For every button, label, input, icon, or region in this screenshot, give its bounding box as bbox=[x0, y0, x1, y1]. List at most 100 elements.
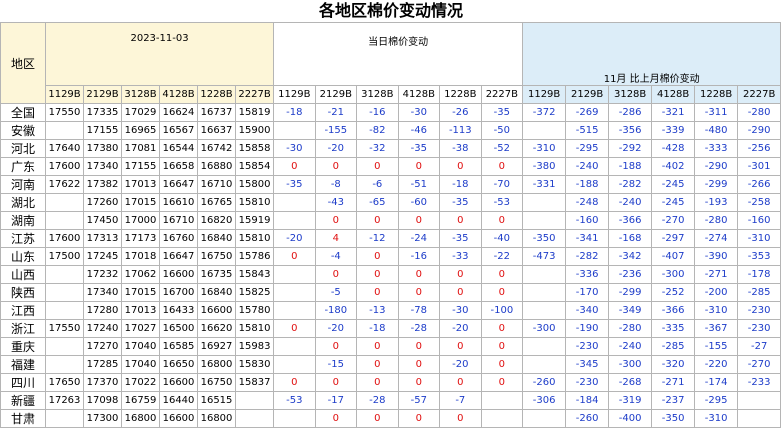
change: -178 bbox=[737, 265, 782, 284]
change: -285 bbox=[737, 283, 782, 302]
price: 16567 bbox=[159, 121, 198, 140]
price: 16440 bbox=[159, 391, 198, 410]
column-header: 1129B bbox=[273, 85, 316, 104]
change: -188 bbox=[608, 157, 653, 176]
change: -18 bbox=[356, 319, 399, 338]
change bbox=[522, 211, 567, 230]
change: 0 bbox=[314, 337, 358, 356]
column-header: 2227B bbox=[737, 85, 782, 104]
price: 15810 bbox=[234, 193, 275, 212]
price: 16880 bbox=[197, 157, 236, 176]
change: -5 bbox=[314, 283, 358, 302]
price: 17240 bbox=[83, 319, 122, 338]
change: -180 bbox=[314, 301, 358, 320]
change: -18 bbox=[439, 175, 482, 194]
region: 新疆 bbox=[0, 391, 46, 410]
change: -320 bbox=[651, 355, 696, 374]
price: 17280 bbox=[83, 301, 122, 320]
change: 0 bbox=[480, 373, 524, 392]
change: -380 bbox=[522, 157, 567, 176]
change: -428 bbox=[651, 139, 696, 158]
change bbox=[522, 355, 567, 374]
price: 16840 bbox=[197, 229, 236, 248]
price: 17098 bbox=[83, 391, 122, 410]
price: 17313 bbox=[83, 229, 122, 248]
region: 山东 bbox=[0, 247, 46, 266]
change: -220 bbox=[694, 355, 739, 374]
change: -233 bbox=[737, 373, 782, 392]
change: -266 bbox=[737, 175, 782, 194]
change: 0 bbox=[356, 211, 399, 230]
price: 17040 bbox=[121, 337, 160, 356]
change: 0 bbox=[314, 373, 358, 392]
change: -237 bbox=[651, 391, 696, 410]
price: 17173 bbox=[121, 229, 160, 248]
price: 17263 bbox=[45, 391, 84, 410]
change: -240 bbox=[608, 337, 653, 356]
change: -240 bbox=[565, 157, 610, 176]
price: 17081 bbox=[121, 139, 160, 158]
price: 17013 bbox=[121, 175, 160, 194]
change: -372 bbox=[522, 103, 567, 122]
price: 16658 bbox=[159, 157, 198, 176]
region: 甘肃 bbox=[0, 409, 46, 428]
price: 17015 bbox=[121, 283, 160, 302]
column-header: 3128B bbox=[356, 85, 399, 104]
change bbox=[737, 409, 782, 428]
change: -356 bbox=[608, 121, 653, 140]
row: 江苏 17600 17313 17173 16760 16840 15810 -20 4 -12-… bbox=[0, 229, 782, 248]
region: 安徽 bbox=[0, 121, 46, 140]
change bbox=[273, 211, 316, 230]
change: -340 bbox=[565, 301, 610, 320]
change: 0 bbox=[439, 211, 482, 230]
price: 17015 bbox=[121, 193, 160, 212]
change: -300 bbox=[522, 319, 567, 338]
price: 16800 bbox=[197, 355, 236, 374]
change: -184 bbox=[565, 391, 610, 410]
price: 17382 bbox=[83, 175, 122, 194]
change: -390 bbox=[694, 247, 739, 266]
change: -65 bbox=[356, 193, 399, 212]
price: 16710 bbox=[197, 175, 236, 194]
change: -306 bbox=[522, 391, 567, 410]
change: -57 bbox=[397, 391, 441, 410]
region: 重庆 bbox=[0, 337, 46, 356]
change: -274 bbox=[694, 229, 739, 248]
price: 16624 bbox=[159, 103, 198, 122]
change: 0 bbox=[439, 373, 482, 392]
region: 河南 bbox=[0, 175, 46, 194]
price: 17000 bbox=[121, 211, 160, 230]
change: 0 bbox=[314, 157, 358, 176]
change: -290 bbox=[694, 157, 739, 176]
region: 湖南 bbox=[0, 211, 46, 230]
change: -78 bbox=[397, 301, 441, 320]
price: 15919 bbox=[234, 211, 275, 230]
change bbox=[273, 283, 316, 302]
change: -301 bbox=[737, 157, 782, 176]
change: -82 bbox=[356, 121, 399, 140]
change: 0 bbox=[356, 337, 399, 356]
change: 0 bbox=[439, 265, 482, 284]
change: 0 bbox=[356, 157, 399, 176]
change bbox=[522, 337, 567, 356]
price: 16760 bbox=[159, 229, 198, 248]
change: -155 bbox=[314, 121, 358, 140]
change: 0 bbox=[480, 157, 524, 176]
change: -407 bbox=[651, 247, 696, 266]
price bbox=[45, 301, 84, 320]
column-header: 4128B bbox=[397, 85, 441, 104]
price: 15786 bbox=[234, 247, 275, 266]
change: -245 bbox=[651, 193, 696, 212]
price bbox=[45, 355, 84, 374]
change: -290 bbox=[737, 121, 782, 140]
price: 17600 bbox=[45, 229, 84, 248]
change: 0 bbox=[356, 283, 399, 302]
change: -50 bbox=[480, 121, 524, 140]
change: 0 bbox=[273, 373, 316, 392]
price: 16650 bbox=[159, 355, 198, 374]
price: 16433 bbox=[159, 301, 198, 320]
price: 17340 bbox=[83, 157, 122, 176]
price: 17285 bbox=[83, 355, 122, 374]
change: -270 bbox=[651, 211, 696, 230]
price: 16759 bbox=[121, 391, 160, 410]
